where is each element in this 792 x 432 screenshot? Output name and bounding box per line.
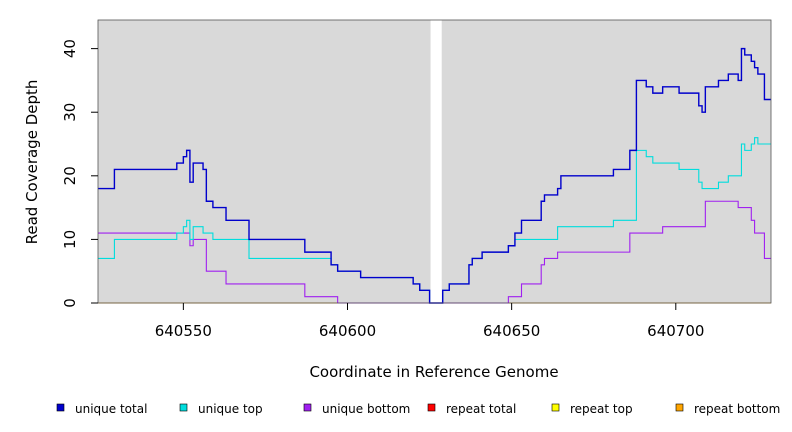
- legend-label: unique total: [75, 402, 147, 416]
- series-line-unique-total: [98, 47, 771, 304]
- legend-label: repeat top: [570, 402, 633, 416]
- y-tick-label: 20: [61, 166, 79, 185]
- legend-swatch: [427, 403, 436, 412]
- y-tick-label: 40: [61, 39, 79, 58]
- legend-label: repeat bottom: [694, 402, 780, 416]
- axis-layer: 640550 640600 640650 640700 0 10 20 30 40: [61, 39, 704, 340]
- y-tick-label: 0: [61, 298, 79, 308]
- legend-label: repeat total: [446, 402, 516, 416]
- legend-swatch: [179, 403, 188, 412]
- legend-item-unique-top: unique top: [179, 402, 263, 416]
- x-axis-label: Coordinate in Reference Genome: [309, 363, 558, 381]
- legend-swatch: [551, 403, 560, 412]
- legend-item-unique-total: unique total: [56, 402, 147, 416]
- x-tick-label: 640550: [155, 322, 212, 340]
- series-line-unique-bottom: [98, 200, 771, 304]
- legend-item-repeat-bottom: repeat bottom: [675, 402, 780, 416]
- legend-item-repeat-total: repeat total: [427, 402, 516, 416]
- legend-item-unique-bottom: unique bottom: [303, 402, 410, 416]
- legend-label: unique bottom: [322, 402, 410, 416]
- legend-label: unique top: [198, 402, 263, 416]
- legend: unique total unique top unique bottom repea…: [56, 402, 780, 416]
- x-tick-label: 640650: [483, 322, 540, 340]
- y-tick-label: 10: [61, 230, 79, 249]
- legend-swatch: [675, 403, 684, 412]
- plot-border: [97, 19, 772, 304]
- legend-item-repeat-top: repeat top: [551, 402, 633, 416]
- legend-swatch: [303, 403, 312, 412]
- y-axis-label: Read Coverage Depth: [23, 80, 41, 245]
- legend-swatch: [56, 403, 65, 412]
- gap-band: [430, 20, 442, 303]
- x-tick-label: 640600: [319, 322, 376, 340]
- x-tick-label: 640700: [647, 322, 704, 340]
- y-tick-label: 30: [61, 103, 79, 122]
